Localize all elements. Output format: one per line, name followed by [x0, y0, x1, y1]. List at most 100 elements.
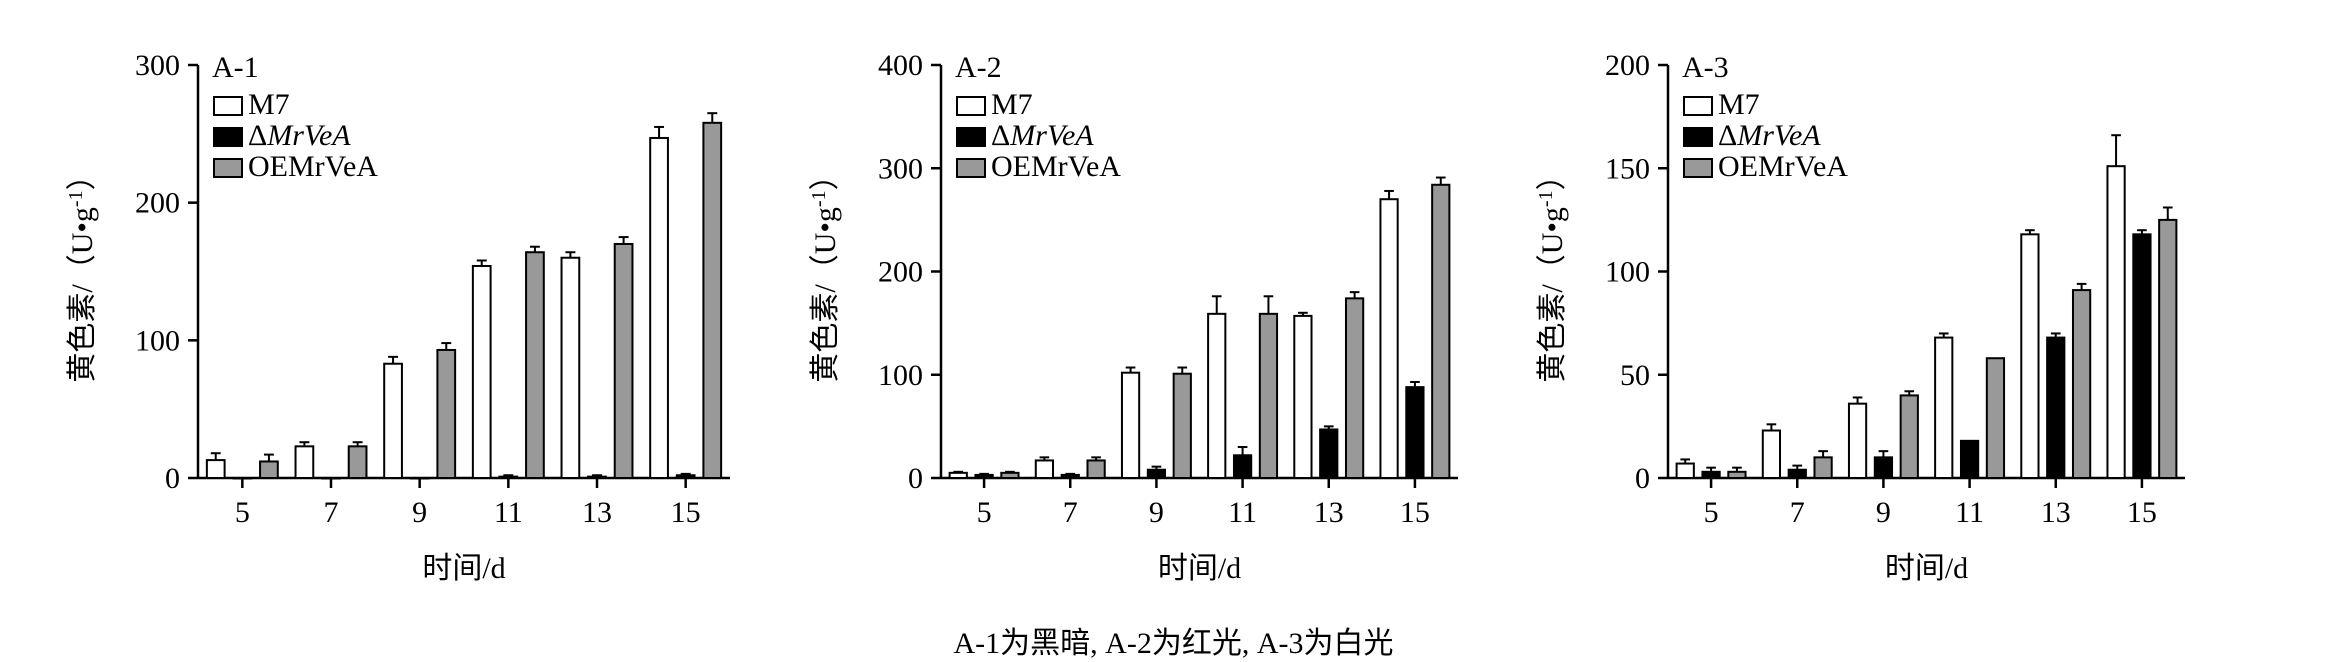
- legend-label: ΔMrVeA: [991, 119, 1094, 152]
- bar-OEMrVeA: [259, 460, 279, 480]
- legend-swatch: [1683, 158, 1713, 178]
- y-tick-label: 200: [1605, 49, 1650, 82]
- bar-OEMrVeA: [1431, 183, 1451, 480]
- bar-ΔMrVeA: [321, 477, 341, 480]
- bar-M7: [2106, 165, 2126, 479]
- y-tick-label: 200: [878, 256, 923, 289]
- legend-swatch: [956, 158, 986, 178]
- bar-M7: [205, 459, 226, 479]
- legend-label: OEMrVeA: [1718, 150, 1848, 183]
- chart-panel-1: 0 100 200 300 A-1 黄色素/（U•g-1） 时间/d 5 7 9 11 13 15 M7Δ…: [65, 49, 730, 585]
- x-tick-label: 15: [1400, 496, 1430, 529]
- bar-ΔMrVeA: [1146, 468, 1167, 479]
- chart-panel-3: 0 50 100 150 200 A-3 黄色素/（U•g-1） 时间/d 5 7 9 11 13 15 M…: [1535, 49, 2185, 585]
- x-tick-label: 13: [582, 496, 612, 529]
- legend-label: OEMrVeA: [248, 150, 378, 183]
- bar-ΔMrVeA: [1060, 473, 1080, 479]
- legend-label: OEMrVeA: [991, 150, 1121, 183]
- bar-M7: [1034, 459, 1055, 480]
- bar-M7: [471, 264, 492, 480]
- legend-swatch: [956, 96, 986, 116]
- bar-M7: [1120, 371, 1141, 479]
- bar-M7: [1379, 198, 1399, 479]
- bar-M7: [2020, 233, 2040, 479]
- bar-ΔMrVeA: [1873, 456, 1894, 480]
- legend-label: M7: [991, 88, 1033, 121]
- legend-swatch: [213, 127, 243, 147]
- bar-M7: [1847, 402, 1868, 479]
- bar-ΔMrVeA: [1701, 470, 1721, 479]
- legend-swatch: [213, 96, 243, 116]
- y-tick-label: 300: [878, 152, 923, 185]
- bar-OEMrVeA: [613, 242, 634, 479]
- legend-label: ΔMrVeA: [1718, 119, 1821, 152]
- y-tick-label: 150: [1605, 152, 1650, 185]
- x-tick-label: 5: [977, 496, 992, 529]
- x-axis-label: 时间/d: [1885, 552, 1968, 585]
- bar-OEMrVeA: [347, 445, 368, 480]
- y-axis-label: 黄色素/（U•g-1）: [1535, 160, 1569, 382]
- y-tick-label: 0: [908, 462, 923, 495]
- x-tick-label: 9: [1149, 496, 1164, 529]
- bar-M7: [294, 445, 315, 480]
- bar-OEMrVeA: [436, 348, 457, 479]
- bar-OEMrVeA: [1000, 471, 1020, 479]
- bar-M7: [1207, 312, 1227, 479]
- bar-OEMrVeA: [1899, 394, 1919, 479]
- x-tick-label: 13: [2041, 496, 2071, 529]
- bar-OEMrVeA: [1172, 372, 1192, 479]
- x-tick-label: 13: [1314, 496, 1344, 529]
- x-axis-label: 时间/d: [1158, 552, 1241, 585]
- bar-ΔMrVeA: [1232, 454, 1253, 480]
- y-axis-label: 黄色素/（U•g-1）: [65, 160, 99, 382]
- bar-M7: [1761, 429, 1782, 480]
- bar-ΔMrVeA: [1319, 428, 1339, 480]
- bar-M7: [1675, 462, 1695, 480]
- legend-swatch: [956, 127, 986, 147]
- x-tick-label: 7: [1063, 496, 1078, 529]
- panel-title: A-3: [1682, 51, 1729, 84]
- x-tick-label: 9: [412, 496, 427, 529]
- bar-OEMrVeA: [1727, 470, 1747, 479]
- legend-swatch: [1683, 96, 1713, 116]
- legend-swatch: [213, 158, 243, 178]
- bar-M7: [948, 471, 968, 479]
- bar-M7: [1934, 336, 1954, 479]
- bar-ΔMrVeA: [1959, 439, 1980, 479]
- bar-ΔMrVeA: [409, 477, 430, 480]
- x-tick-label: 15: [671, 496, 701, 529]
- y-tick-label: 0: [165, 462, 180, 495]
- bar-M7: [383, 362, 403, 479]
- y-tick-label: 400: [878, 49, 923, 82]
- chart-panel-2: 0 100 200 300 400 A-2 黄色素/（U•g-1） 时间/d 5 7 9 11 13 15…: [808, 49, 1458, 585]
- x-tick-label: 7: [324, 496, 339, 529]
- bar-OEMrVeA: [1813, 456, 1833, 480]
- y-tick-label: 50: [1620, 359, 1650, 392]
- panel-title: A-2: [955, 51, 1002, 84]
- bar-ΔMrVeA: [675, 474, 696, 480]
- bar-M7: [560, 256, 581, 479]
- y-tick-label: 300: [135, 49, 180, 82]
- x-tick-label: 7: [1790, 496, 1805, 529]
- x-tick-label: 5: [1704, 496, 1719, 529]
- legend-swatch: [1683, 127, 1713, 147]
- x-tick-label: 5: [235, 496, 250, 529]
- bar-OEMrVeA: [525, 251, 545, 479]
- bar-OEMrVeA: [1086, 459, 1106, 480]
- bar-ΔMrVeA: [587, 475, 607, 479]
- bar-OEMrVeA: [702, 121, 723, 479]
- x-tick-label: 9: [1876, 496, 1891, 529]
- bar-OEMrVeA: [1344, 297, 1365, 479]
- panel-title: A-1: [212, 51, 259, 84]
- legend-label: M7: [1718, 88, 1760, 121]
- bar-ΔMrVeA: [1787, 468, 1807, 479]
- bar-ΔMrVeA: [974, 473, 994, 479]
- y-tick-label: 100: [878, 359, 923, 392]
- y-tick-label: 100: [135, 324, 180, 357]
- legend-label: M7: [248, 88, 290, 121]
- bar-ΔMrVeA: [2132, 233, 2152, 479]
- y-tick-label: 100: [1605, 256, 1650, 289]
- bar-ΔMrVeA: [2046, 336, 2066, 479]
- bar-OEMrVeA: [1258, 312, 1279, 479]
